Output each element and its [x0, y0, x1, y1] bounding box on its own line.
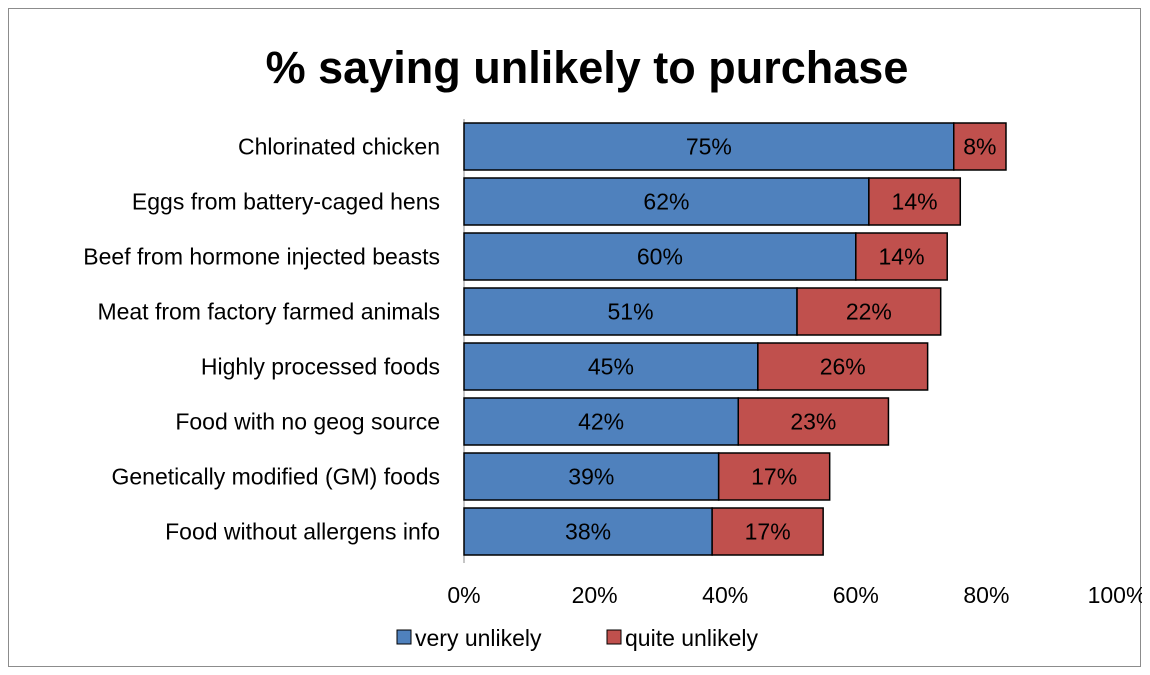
category-label: Genetically modified (GM) foods	[111, 464, 440, 490]
data-label: 39%	[568, 464, 614, 490]
data-label: 22%	[846, 299, 892, 325]
legend: very unlikely quite unlikely	[396, 625, 758, 651]
category-label: Beef from hormone injected beasts	[83, 244, 440, 270]
x-tick-label: 100%	[1088, 582, 1142, 608]
data-label: 62%	[643, 189, 689, 215]
bar-quite-unlikely	[717, 452, 831, 501]
category-label: Highly processed foods	[201, 354, 440, 380]
bar-quite-unlikely	[757, 342, 929, 391]
legend-swatch	[606, 629, 622, 645]
data-label: 42%	[578, 409, 624, 435]
bar-very-unlikely	[463, 177, 870, 226]
data-label: 17%	[745, 519, 791, 545]
bar-quite-unlikely	[796, 287, 942, 336]
legend-label: quite unlikely	[625, 625, 758, 651]
data-label: 26%	[820, 354, 866, 380]
x-tick-label: 20%	[572, 582, 618, 608]
data-label: 51%	[607, 299, 653, 325]
x-tick-label: 60%	[833, 582, 879, 608]
x-tick-label: 0%	[447, 582, 480, 608]
bar-very-unlikely	[463, 452, 720, 501]
data-label: 60%	[637, 244, 683, 270]
category-label: Food without allergens info	[165, 519, 440, 545]
bar-quite-unlikely	[868, 177, 962, 226]
legend-label: very unlikely	[415, 625, 542, 651]
data-label: 14%	[892, 189, 938, 215]
legend-very-unlikely: very unlikely	[396, 625, 542, 651]
legend-swatch	[396, 629, 412, 645]
bar-quite-unlikely	[711, 507, 824, 556]
data-label: 17%	[751, 464, 797, 490]
bar-quite-unlikely	[855, 232, 948, 281]
data-label: 38%	[565, 519, 611, 545]
bar-very-unlikely	[463, 507, 713, 556]
bar-quite-unlikely	[953, 122, 1007, 171]
plot-area: Chlorinated chicken 75% 8% Eggs from batter…	[83, 119, 1142, 608]
bar-very-unlikely	[463, 342, 759, 391]
category-label: Chlorinated chicken	[238, 134, 440, 160]
bar-chart: % saying unlikely to purchase Chlorinate…	[83, 42, 1142, 651]
bar-quite-unlikely	[737, 397, 890, 446]
legend-quite-unlikely: quite unlikely	[606, 625, 758, 651]
bar-very-unlikely	[463, 397, 740, 446]
x-tick-label: 80%	[963, 582, 1009, 608]
category-label: Eggs from battery-caged hens	[132, 189, 440, 215]
x-tick-label: 40%	[702, 582, 748, 608]
data-label: 23%	[790, 409, 836, 435]
data-label: 75%	[686, 134, 732, 160]
category-label: Food with no geog source	[175, 409, 440, 435]
data-label: 14%	[878, 244, 924, 270]
data-label: 45%	[588, 354, 634, 380]
chart-frame: % saying unlikely to purchase Chlorinate…	[8, 8, 1142, 667]
category-label: Meat from factory farmed animals	[97, 299, 440, 325]
chart-title: % saying unlikely to purchase	[266, 42, 909, 93]
data-label: 8%	[963, 134, 996, 160]
